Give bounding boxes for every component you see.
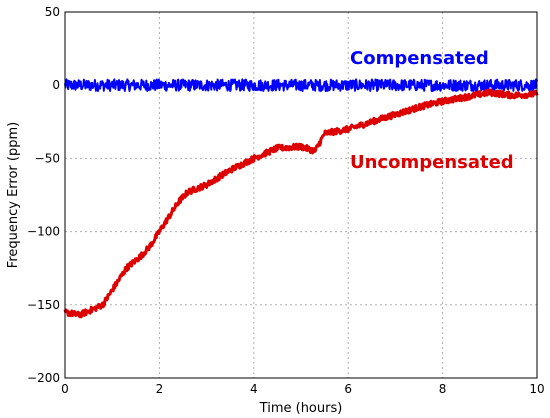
series-line-uncompensated (63, 88, 539, 319)
y-tick-label: 0 (52, 78, 60, 92)
x-tick-label: 6 (344, 382, 352, 396)
tick-labels: 0 2 4 6 8 10 −200 −150 −100 −50 0 50 (27, 5, 545, 396)
y-tick-label: −150 (27, 298, 60, 312)
series-label-uncompensated: Uncompensated (350, 152, 514, 173)
series-label-compensated: Compensated (350, 48, 489, 69)
y-tick-label: −100 (27, 225, 60, 239)
x-axis-title: Time (hours) (259, 401, 343, 416)
y-tick-label: −50 (35, 151, 60, 165)
y-tick-label: −200 (27, 371, 60, 385)
plot-area-frame (64, 11, 538, 379)
x-tick-label: 10 (529, 382, 544, 396)
x-tick-label: 8 (439, 382, 447, 396)
x-tick-label: 2 (156, 382, 164, 396)
y-axis-title: Frequency Error (ppm) (6, 122, 21, 268)
y-tick-label: 50 (45, 5, 60, 19)
series-line-compensated (64, 78, 538, 93)
x-tick-label: 4 (250, 382, 258, 396)
series-layer (63, 78, 539, 319)
x-tick-label: 0 (61, 382, 69, 396)
